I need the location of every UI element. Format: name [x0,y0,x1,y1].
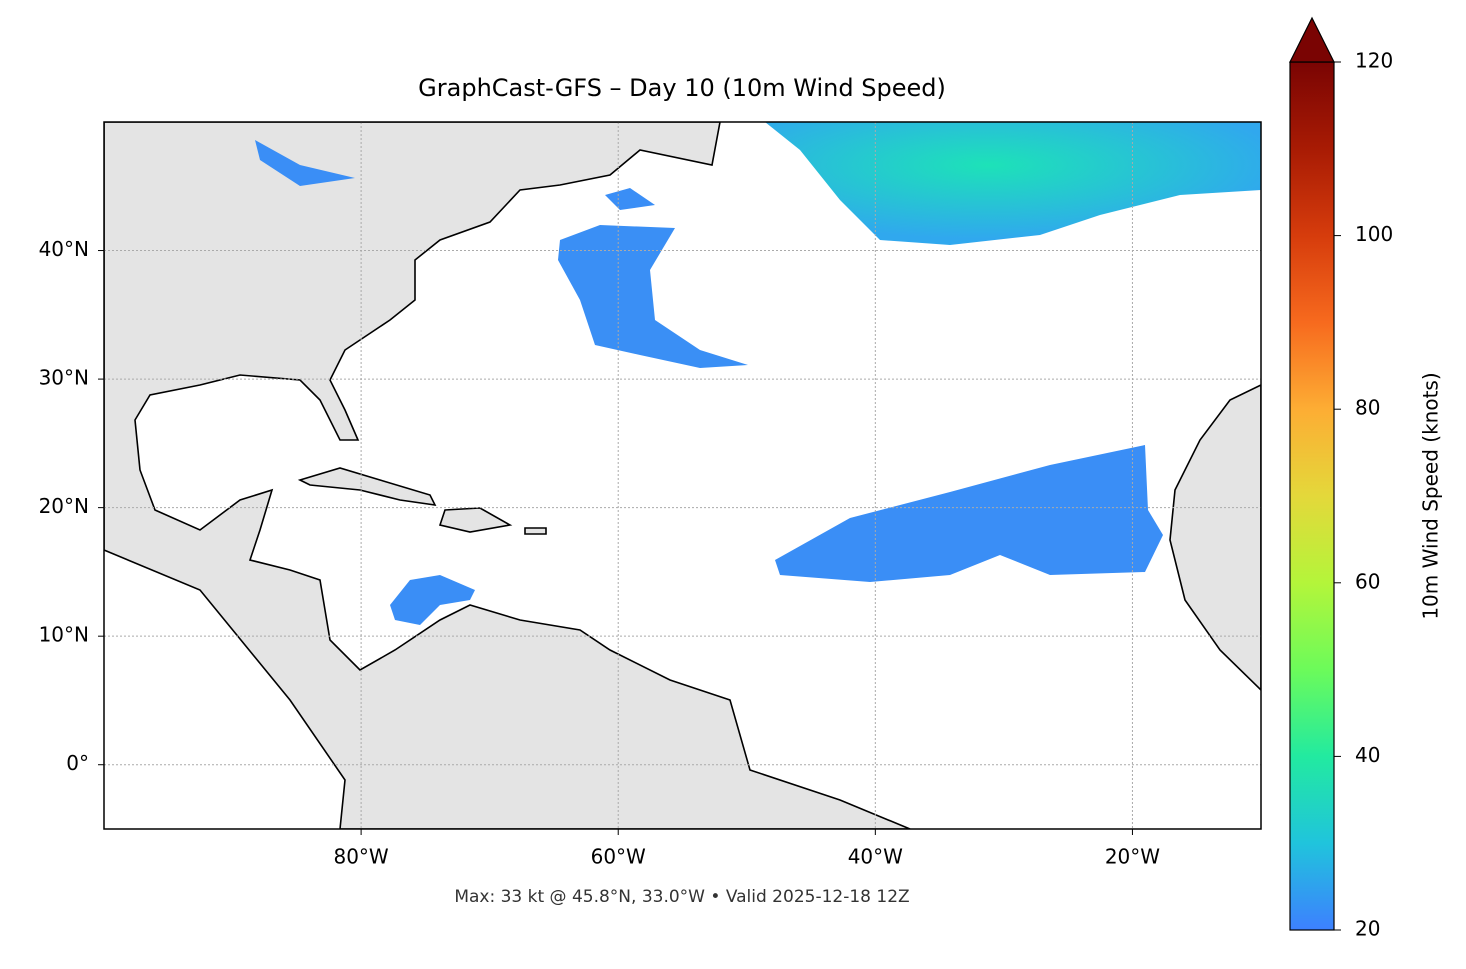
colorbar-tick-label: 80 [1355,396,1380,420]
grid [104,122,1261,829]
colorbar-tick-label: 100 [1355,222,1393,246]
wind-region [255,140,355,186]
wind-region [558,225,748,368]
colorbar-tick-label: 120 [1355,49,1393,73]
annotation: Max: 33 kt @ 45.8°N, 33.0°W • Valid 2025… [454,887,909,907]
colorbar-tick-label: 60 [1355,569,1380,593]
map-layer [104,122,1261,829]
americas [104,122,911,829]
wind-region [390,575,475,625]
wind-region [605,188,655,210]
x-tick-label: 60°W [591,845,646,869]
colorbar-tick-label: 20 [1355,917,1380,941]
chart-title: GraphCast-GFS – Day 10 (10m Wind Speed) [418,74,946,102]
wind-region [775,445,1163,582]
x-tick-label: 20°W [1105,845,1160,869]
africa [1169,384,1261,692]
colorbar-label: 10m Wind Speed (knots) [1419,372,1443,619]
hispaniola [438,507,513,533]
wind-region [765,122,1261,245]
y-tick-label: 0° [66,751,89,775]
y-tick-label: 20°N [39,494,89,518]
colorbar-extend [1289,16,1335,63]
x-tick-label: 80°W [333,845,388,869]
y-tick-label: 40°N [39,237,89,261]
map-frame [103,121,1262,830]
puerto-rico [524,527,547,535]
cuba [297,467,437,507]
colorbar [1289,61,1335,931]
x-tick-label: 40°W [848,845,903,869]
colorbar-tick-label: 40 [1355,743,1380,767]
y-tick-label: 10°N [39,623,89,647]
y-tick-label: 30°N [39,366,89,390]
